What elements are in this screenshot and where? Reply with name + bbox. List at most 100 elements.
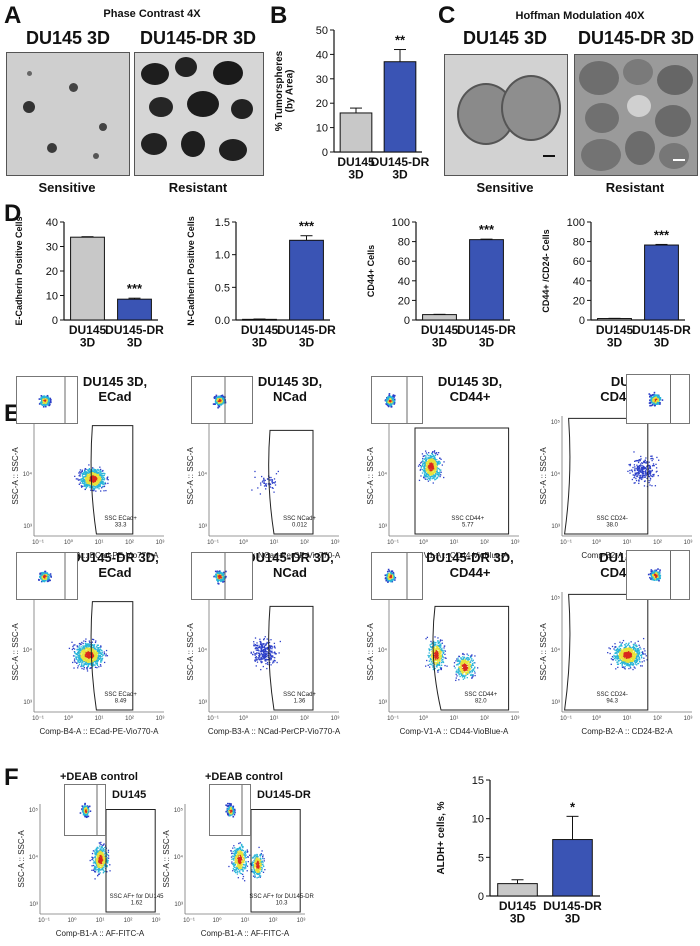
chart-b-ylabel-line: (by Area) xyxy=(285,70,296,113)
flow-event xyxy=(437,660,439,662)
flow-event xyxy=(254,644,257,646)
flow-event xyxy=(429,469,431,471)
flow-event xyxy=(469,674,472,676)
flow-inset-event xyxy=(212,403,215,405)
chart-b-ytick-label: 30 xyxy=(316,74,328,86)
flow-event xyxy=(439,640,441,642)
flow-event xyxy=(423,473,426,475)
flow-inset-event xyxy=(393,576,395,578)
flow-event xyxy=(82,479,85,482)
flow-event xyxy=(432,465,434,467)
chart-b-bar xyxy=(383,61,417,153)
flow-event xyxy=(254,656,257,659)
flow-event xyxy=(89,652,92,654)
flow-event xyxy=(649,472,651,475)
flow-event xyxy=(94,480,96,483)
micrograph-du145-hoffman xyxy=(444,54,568,176)
flow-event xyxy=(83,654,85,656)
flow-event xyxy=(83,470,86,473)
flow-inset-event xyxy=(655,402,658,405)
flow-event xyxy=(429,462,431,464)
flow-event xyxy=(252,653,254,656)
flow-event xyxy=(91,476,93,478)
flow-event xyxy=(83,640,85,642)
flow-inset-event xyxy=(388,394,390,397)
flow-event xyxy=(426,473,429,475)
flow-event xyxy=(656,456,658,459)
flow-event xyxy=(82,472,84,475)
flow-event xyxy=(78,475,80,477)
flow-inset-event xyxy=(43,396,45,399)
flow-event xyxy=(83,663,85,665)
flow-event xyxy=(459,667,461,669)
flow-gate-label-line: 82.0 xyxy=(475,698,487,704)
flow-event xyxy=(86,475,89,478)
flow-event xyxy=(97,475,100,477)
flow-event xyxy=(431,654,433,657)
flow-event xyxy=(93,660,96,662)
flow-event xyxy=(426,659,428,662)
flow-event xyxy=(98,485,100,487)
flow-event xyxy=(427,472,429,474)
flow-event xyxy=(98,473,100,476)
flow-inset-event xyxy=(652,402,655,405)
flow-event xyxy=(426,466,428,468)
flow-event xyxy=(94,656,96,659)
flow-event xyxy=(255,649,258,651)
flow-event xyxy=(623,662,625,664)
flow-event xyxy=(89,477,92,480)
flow-event xyxy=(640,471,642,473)
flow-event xyxy=(466,671,468,673)
flow-event xyxy=(648,472,650,474)
flow-gate-label-line: 38.0 xyxy=(606,522,618,528)
flow-event xyxy=(430,457,432,459)
flow-event xyxy=(100,475,102,477)
flow-event xyxy=(271,646,274,648)
flow-event xyxy=(266,653,268,655)
flow-event xyxy=(73,667,75,669)
flow-event xyxy=(88,657,91,659)
flow-inset-event xyxy=(219,575,222,577)
flow-event xyxy=(472,669,475,671)
flow-event xyxy=(641,472,644,475)
flow-event xyxy=(94,653,96,656)
flow-event xyxy=(271,480,274,482)
flow-inset-event xyxy=(48,404,50,407)
flow-event xyxy=(91,648,93,650)
flow-event xyxy=(440,649,443,651)
flow-event xyxy=(427,664,429,666)
flow-inset-event xyxy=(649,401,652,404)
flow-event xyxy=(96,658,98,660)
flow-event xyxy=(440,645,442,647)
flow-event xyxy=(94,661,97,663)
flow-event xyxy=(101,479,104,481)
flow-inset-event xyxy=(215,401,218,404)
chart-d4-ytick-label: 100 xyxy=(567,217,585,229)
flow-event xyxy=(87,663,89,665)
flow-event xyxy=(464,664,466,667)
flow-event xyxy=(72,655,75,657)
flow-event xyxy=(259,654,261,656)
flow-inset-event xyxy=(42,404,44,406)
flow-event xyxy=(79,661,81,663)
flow-event xyxy=(426,464,428,466)
flow-y-tick-label: 10³ xyxy=(23,700,32,706)
flow-event xyxy=(433,474,435,476)
flow-event xyxy=(457,672,459,674)
flow-event xyxy=(88,645,90,647)
flow-event xyxy=(259,643,262,646)
flow-inset-event xyxy=(38,398,41,400)
flow-event xyxy=(457,671,459,673)
flow-event xyxy=(466,661,468,663)
flow-event xyxy=(645,468,648,470)
flow-event xyxy=(88,474,91,476)
flow-event xyxy=(434,650,436,653)
flow-inset-event xyxy=(214,400,217,403)
flow-event xyxy=(640,469,643,471)
flow-event xyxy=(458,671,460,673)
flow-event xyxy=(462,656,464,658)
flow-event xyxy=(88,473,91,475)
flow-event xyxy=(648,481,650,484)
